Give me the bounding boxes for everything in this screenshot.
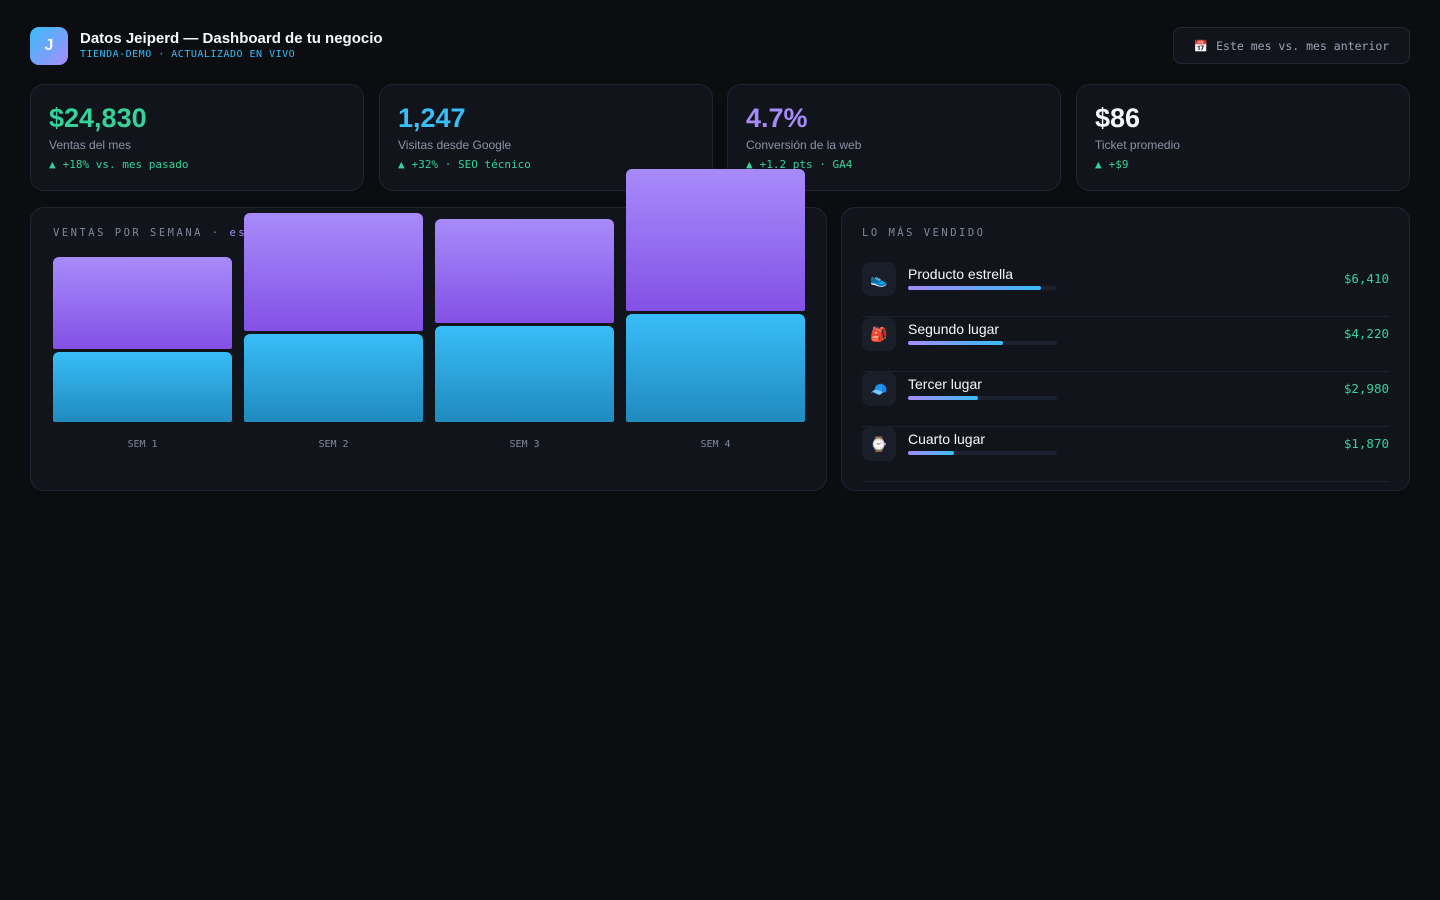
product-price: $1,870 [1343, 436, 1389, 451]
product-row: 🎒 Segundo lugar $4,220 [862, 317, 1389, 372]
arrow: ▲ [398, 158, 405, 171]
bar-segment [626, 169, 805, 311]
bar-segment [244, 334, 423, 422]
product-price: $4,220 [1343, 326, 1389, 341]
product-price: $2,980 [1343, 381, 1389, 396]
bar-segment [53, 352, 232, 422]
product-name: Segundo lugar [908, 321, 1000, 337]
bar-segment [435, 219, 614, 323]
kpi-value: 1,247 [398, 103, 466, 133]
kpi-card: $24,830 Ventas del mes ▲ +18% vs. mes pasad… [30, 84, 364, 191]
kpi-value: $86 [1095, 103, 1141, 133]
delta-text: +1.2 pts · GA4 [759, 158, 853, 171]
x-tick-label: SEM 4 [700, 439, 731, 450]
bar-segment [53, 257, 232, 349]
chart-card: VENTAS POR SEMANA · est SEM 1 SEM 2 SEM 3 S… [30, 169, 827, 491]
delta-text: +$9 [1108, 158, 1129, 171]
x-tick-label: SEM 2 [318, 439, 349, 450]
progress-fill [908, 286, 1041, 290]
arrow: ▲ [49, 158, 56, 171]
kpi-delta: ▲ +32% · SEO técnico [398, 158, 531, 171]
product-name: Producto estrella [908, 266, 1014, 282]
chart-title: VENTAS POR SEMANA · est [53, 227, 256, 239]
progress-track [908, 341, 1057, 345]
title-text: VENTAS POR SEMANA · [53, 227, 221, 239]
product-name: Cuarto lugar [908, 431, 986, 447]
icon: 📅 [1193, 38, 1209, 53]
subtitle: TIENDA-DEMO · ACTUALIZADO EN VIVO [80, 49, 296, 60]
x-tick-label: SEM 3 [509, 439, 540, 450]
kpi-label: Ticket promedio [1095, 138, 1180, 152]
progress-track [908, 286, 1057, 290]
delta-text: +32% · SEO técnico [411, 158, 531, 171]
product-name: Tercer lugar [908, 376, 982, 392]
kpi-value: 4.7% [746, 103, 808, 133]
progress-track [908, 396, 1057, 400]
kpi-label: Conversión de la web [746, 138, 862, 152]
product-icon: 🎒 [862, 317, 896, 351]
product-icon: 👟 [862, 262, 896, 296]
kpi-value: $24,830 [49, 103, 147, 133]
product-price: $6,410 [1343, 271, 1389, 286]
products-card: LO MÁS VENDIDO 👟 Producto estrella $6,410 🎒… [841, 207, 1410, 491]
kpi-label: Ventas del mes [49, 138, 132, 152]
progress-fill [908, 341, 1004, 345]
kpi-label: Visitas desde Google [398, 138, 512, 152]
bar-segment [626, 314, 805, 422]
progress-track [908, 451, 1057, 455]
product-row: 🧢 Tercer lugar $2,980 [862, 372, 1389, 427]
period-button[interactable]: 📅 Este mes vs. mes anterior [1173, 27, 1410, 64]
kpi-delta: ▲ +1.2 pts · GA4 [746, 158, 852, 171]
kpi-delta: ▲ +18% vs. mes pasado [49, 158, 188, 171]
product-row: ⌚ Cuarto lugar $1,870 [862, 427, 1389, 482]
bar-segment [244, 213, 423, 331]
title: Datos Jeiperd — Dashboard de tu negocio [80, 30, 383, 47]
progress-fill [908, 451, 955, 455]
kpi-card: $86 Ticket promedio ▲ +$9 [1076, 84, 1410, 191]
delta-text: +18% vs. mes pasado [62, 158, 189, 171]
product-icon: ⌚ [862, 427, 896, 461]
x-tick-label: SEM 1 [127, 439, 158, 450]
button-label: Este mes vs. mes anterior [1216, 38, 1390, 53]
arrow: ▲ [1095, 158, 1102, 171]
product-row: 👟 Producto estrella $6,410 [862, 262, 1389, 317]
product-icon: 🧢 [862, 372, 896, 406]
arrow: ▲ [746, 158, 753, 171]
products-title: LO MÁS VENDIDO [862, 227, 986, 239]
bar-segment [435, 326, 614, 422]
logo: J [30, 27, 68, 65]
kpi-delta: ▲ +$9 [1095, 158, 1129, 171]
progress-fill [908, 396, 979, 400]
